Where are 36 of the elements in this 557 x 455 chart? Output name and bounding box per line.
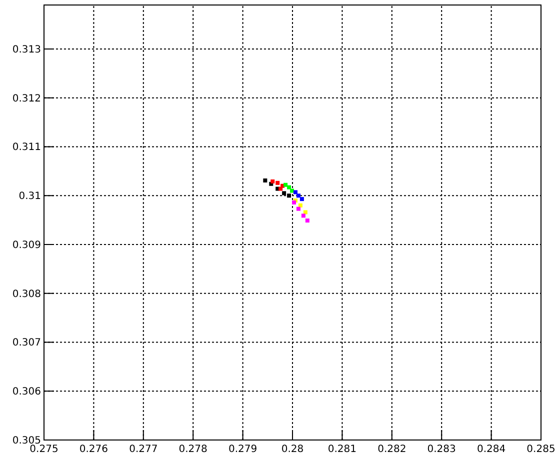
point <box>303 210 308 214</box>
x-tick-label: 0.28 <box>281 444 304 455</box>
x-tick-label: 0.284 <box>476 444 506 455</box>
point <box>296 206 300 211</box>
y-tick-label: 0.306 <box>12 386 41 398</box>
point <box>296 194 300 198</box>
x-tick-label: 0.279 <box>228 444 258 455</box>
point <box>298 203 302 208</box>
x-tick-label: 0.282 <box>378 444 406 455</box>
x-tick-label: 0.276 <box>79 444 108 455</box>
x-tick-label: 0.283 <box>427 444 456 455</box>
point <box>278 186 283 191</box>
point <box>301 214 306 218</box>
point <box>287 194 292 198</box>
y-tick-label: 0.31 <box>18 191 41 202</box>
y-tick-label: 0.313 <box>12 44 41 56</box>
point <box>290 188 294 193</box>
point <box>282 191 286 196</box>
y-tick-label: 0.311 <box>12 142 41 154</box>
point <box>305 218 310 223</box>
x-tick-label: 0.277 <box>129 444 158 455</box>
x-tick-label: 0.281 <box>328 444 357 455</box>
x-tick-label: 0.275 <box>30 444 58 455</box>
y-tick-label: 0.308 <box>12 288 41 300</box>
x-tick-label: 0.285 <box>526 444 556 455</box>
point <box>263 178 268 182</box>
point <box>270 179 275 184</box>
point <box>293 190 298 194</box>
y-tick-label: 0.309 <box>12 240 41 251</box>
y-tick-label: 0.307 <box>12 338 41 349</box>
point <box>284 182 288 187</box>
point <box>300 197 304 202</box>
point <box>287 185 292 190</box>
y-tick-label: 0.312 <box>12 93 41 104</box>
point <box>276 180 280 185</box>
x-tick-label: 0.278 <box>178 444 208 455</box>
